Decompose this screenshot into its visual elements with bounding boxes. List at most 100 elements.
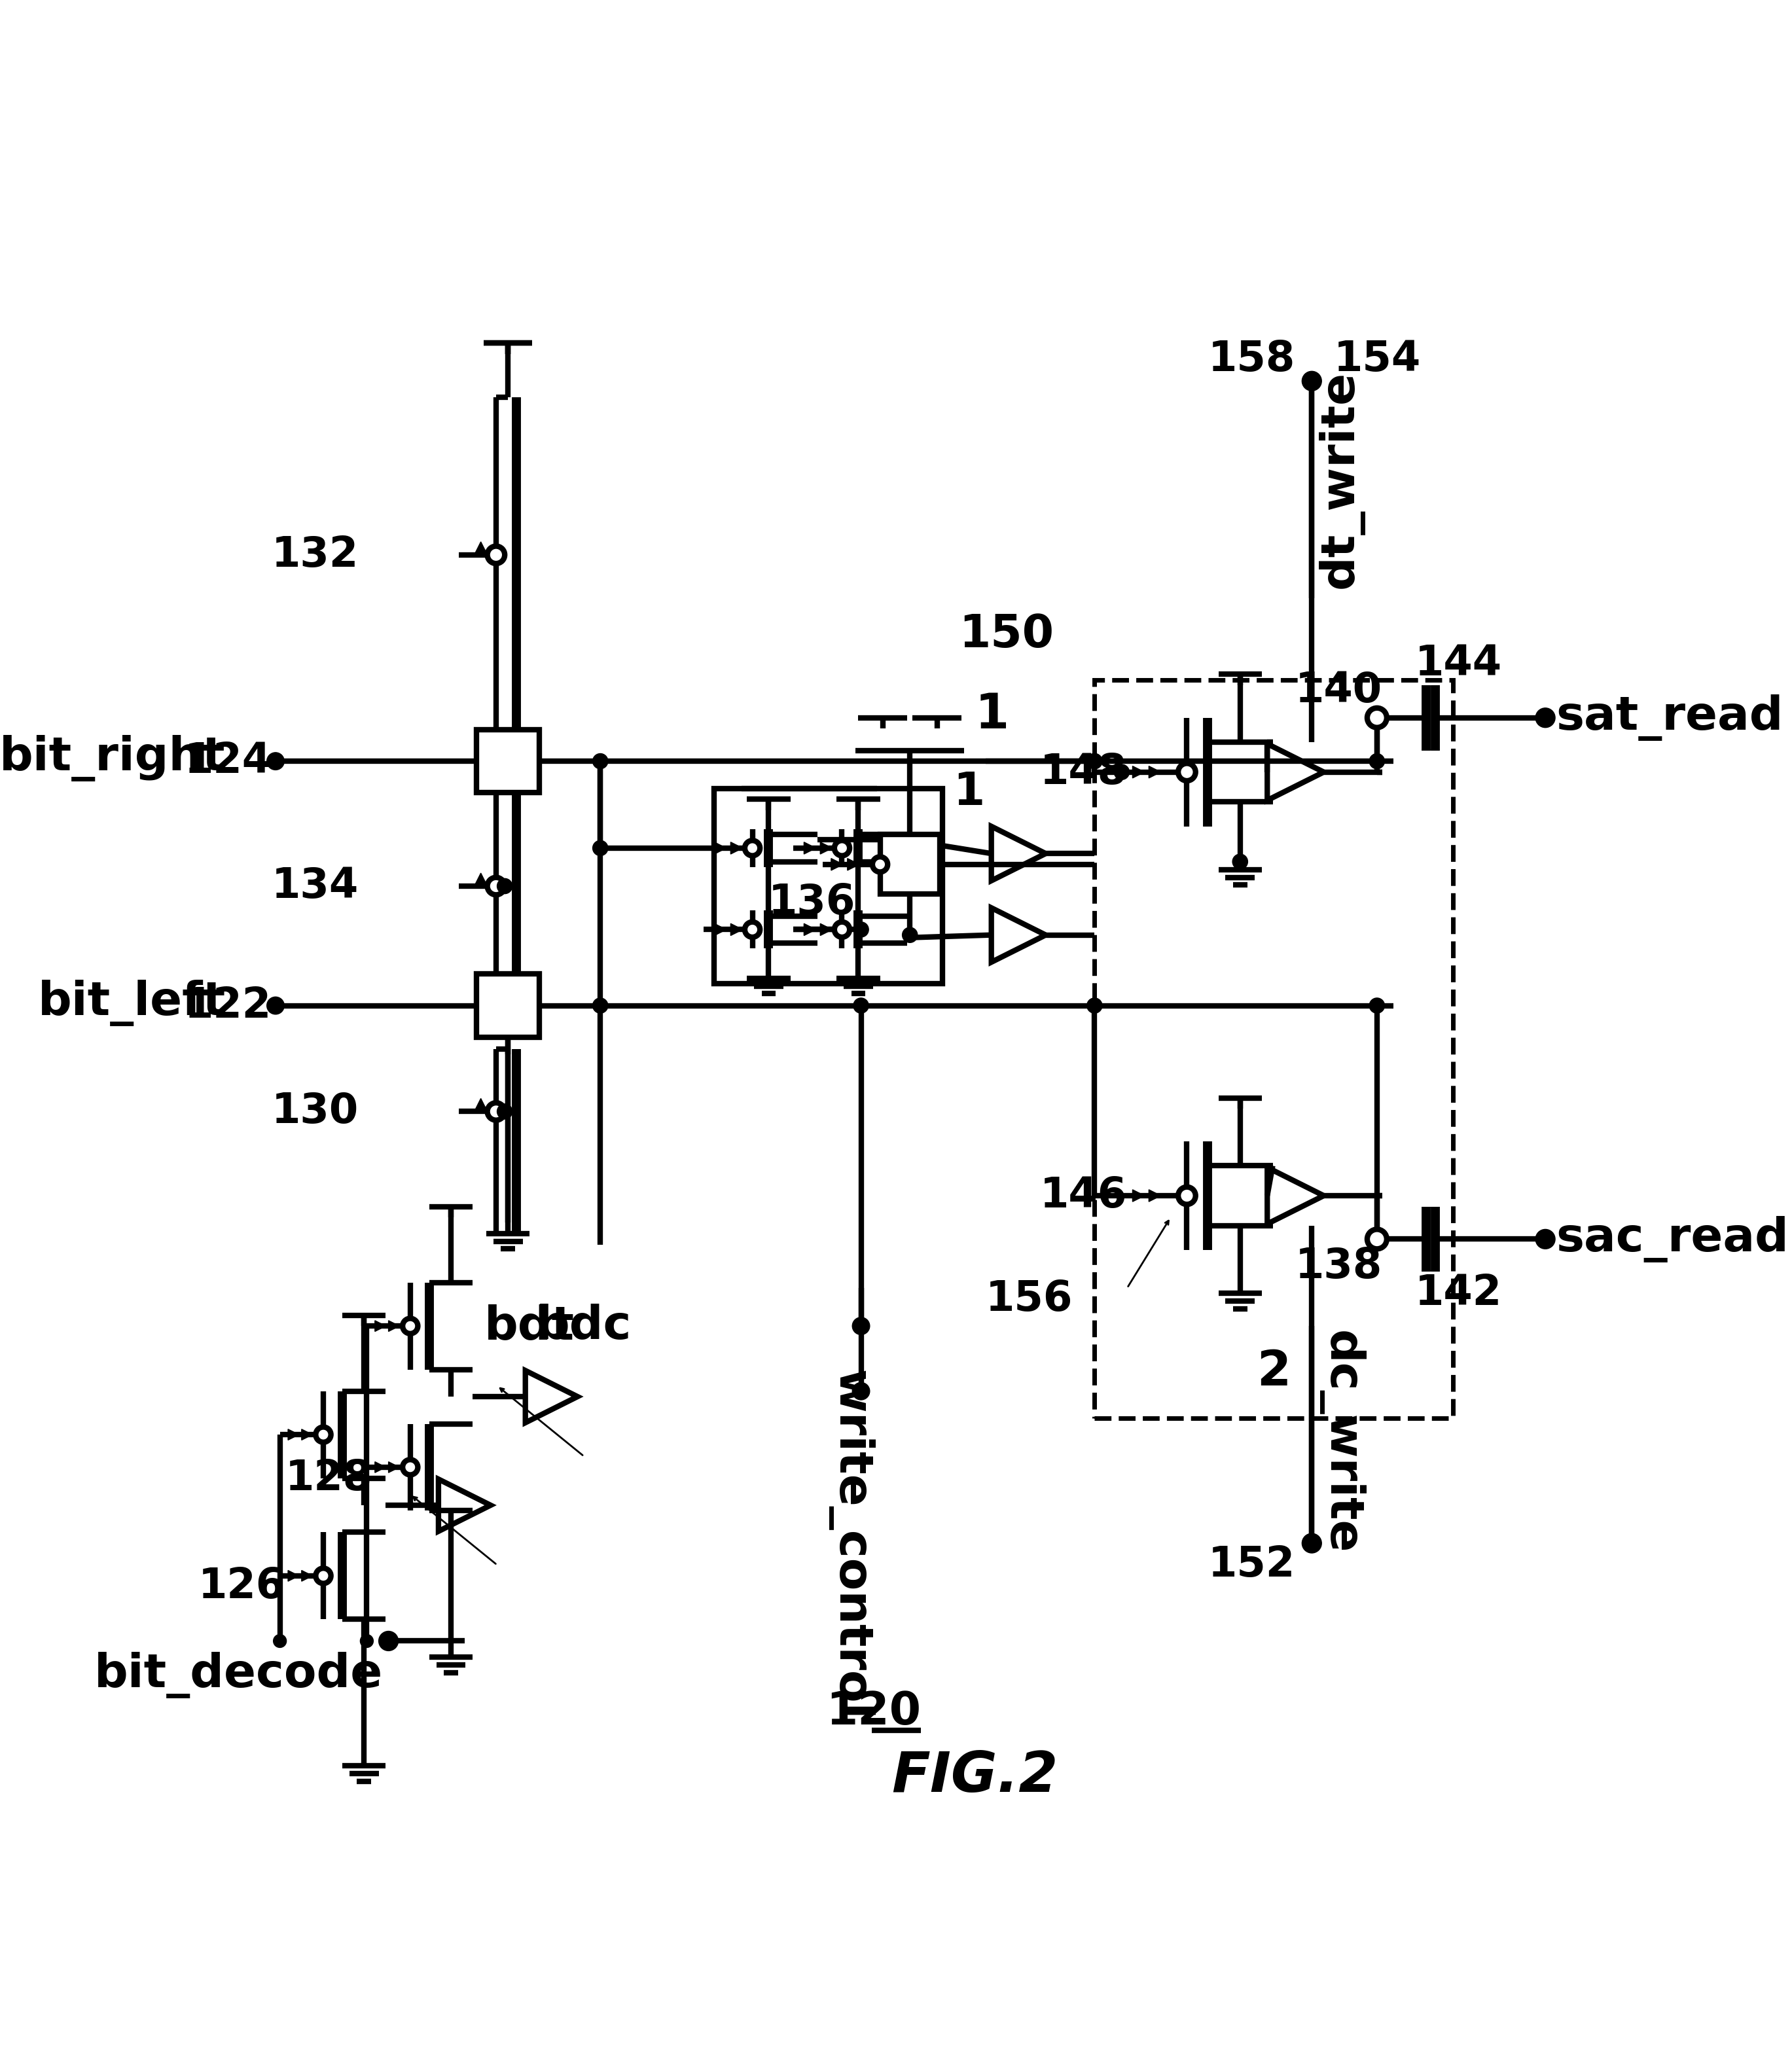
Bar [1095,680,1453,1419]
Circle shape [853,1382,869,1400]
Circle shape [1536,708,1555,727]
Polygon shape [715,842,726,854]
Circle shape [835,840,849,856]
Polygon shape [1149,1189,1161,1201]
Circle shape [267,753,285,770]
Circle shape [487,1102,505,1121]
Text: bit_left: bit_left [38,979,226,1026]
Text: 144: 144 [1414,643,1502,684]
Circle shape [1367,1230,1387,1248]
Circle shape [403,1318,418,1334]
Text: dt_write: dt_write [1317,370,1364,589]
Circle shape [1115,764,1129,780]
Polygon shape [301,1429,312,1439]
Polygon shape [1149,766,1161,778]
Polygon shape [475,542,487,554]
Polygon shape [805,842,815,854]
Text: 142: 142 [1414,1273,1502,1314]
Polygon shape [1133,766,1145,778]
Circle shape [360,1634,373,1647]
Polygon shape [1133,1189,1145,1201]
Circle shape [835,922,849,936]
Text: bdt: bdt [484,1304,575,1349]
Bar [477,973,539,1037]
Polygon shape [731,924,742,936]
Circle shape [853,1318,869,1334]
Text: 120: 120 [826,1690,921,1733]
Text: 122: 122 [185,985,272,1026]
Circle shape [903,928,918,942]
Text: 128: 128 [285,1458,373,1499]
Polygon shape [821,842,831,854]
Text: FIG.2: FIG.2 [892,1749,1059,1805]
Polygon shape [731,842,742,854]
Text: 140: 140 [1296,671,1382,710]
Circle shape [1303,372,1321,390]
Polygon shape [289,1571,299,1581]
Circle shape [593,840,607,856]
Polygon shape [375,1320,385,1332]
Text: 126: 126 [197,1566,285,1607]
Text: bit_decode: bit_decode [95,1653,383,1698]
Circle shape [593,753,607,768]
Circle shape [487,546,505,563]
Text: 154: 154 [1333,339,1421,380]
Text: 132: 132 [271,534,358,575]
Circle shape [403,1460,418,1474]
Circle shape [315,1568,332,1583]
Polygon shape [805,924,815,936]
Text: 130: 130 [271,1092,358,1131]
Text: 148: 148 [1039,751,1127,792]
Polygon shape [831,858,842,870]
Circle shape [1177,764,1195,780]
Circle shape [1088,998,1102,1014]
Circle shape [1177,1187,1195,1205]
Text: 134: 134 [271,866,358,907]
Text: 150: 150 [959,612,1054,657]
Polygon shape [389,1320,400,1332]
Circle shape [1536,1230,1555,1248]
Circle shape [1088,753,1102,768]
Circle shape [1233,854,1247,868]
Text: 124: 124 [185,741,272,782]
Circle shape [1369,753,1385,768]
Polygon shape [389,1462,400,1472]
Bar [880,834,939,895]
Text: 156: 156 [986,1279,1073,1320]
Text: dc_write: dc_write [1317,1330,1364,1554]
Text: 146: 146 [1039,1176,1127,1215]
Circle shape [487,877,505,895]
Polygon shape [289,1429,299,1439]
Text: 158: 158 [1208,339,1296,380]
Text: 152: 152 [1208,1544,1296,1585]
Text: 138: 138 [1296,1246,1382,1287]
Text: sat_read: sat_read [1555,694,1783,741]
Circle shape [496,1105,513,1119]
Polygon shape [301,1571,312,1581]
Circle shape [745,922,760,936]
Circle shape [1369,998,1385,1014]
Circle shape [315,1427,332,1441]
Circle shape [1303,1534,1321,1552]
Polygon shape [375,1462,385,1472]
Circle shape [1088,753,1102,768]
Polygon shape [475,873,487,887]
Polygon shape [848,858,860,870]
Bar [715,788,943,983]
Text: write_control: write_control [826,1369,873,1720]
Polygon shape [821,924,831,936]
Circle shape [274,1634,287,1647]
Circle shape [853,998,869,1014]
Circle shape [593,998,607,1014]
Polygon shape [715,924,726,936]
Circle shape [496,879,513,893]
Circle shape [378,1632,398,1651]
Text: 136: 136 [769,883,855,922]
Circle shape [853,922,869,936]
Text: sac_read: sac_read [1555,1215,1788,1263]
Bar [477,729,539,792]
Text: bit_right: bit_right [0,735,226,782]
Circle shape [873,856,887,873]
Text: 2: 2 [1256,1349,1290,1396]
Polygon shape [475,1098,487,1111]
